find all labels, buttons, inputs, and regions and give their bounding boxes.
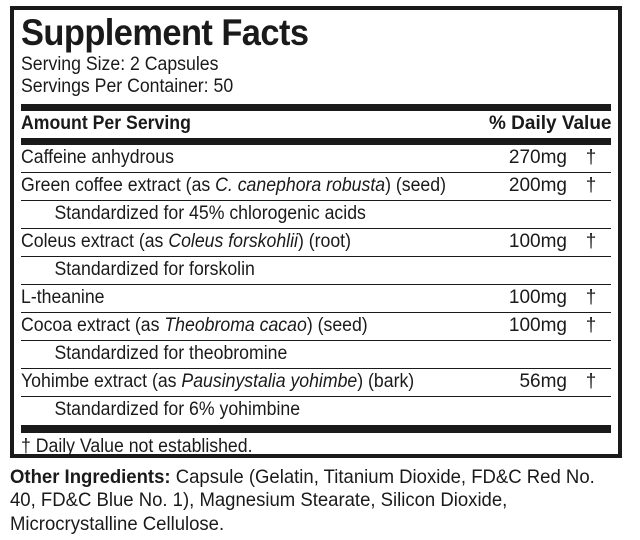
ingredient-daily-value: † [571,283,611,313]
ingredient-name-cell: Caffeine anhydrous [21,145,489,173]
standardization-amount-spacer [489,395,571,424]
ingredient-amount: 100mg [489,283,571,313]
other-ingredients-text: Capsule (Gelatin, Titanium Dioxide, FD&C… [10,466,595,535]
standardization-text: Standardized for 45% chlorogenic acids [54,203,366,225]
ingredient-amount: 56mg [489,367,571,397]
standardization-text: Standardized for forskolin [54,259,255,281]
table-row: Yohimbe extract (as Pausinystalia yohimb… [21,367,611,397]
ingredient-name: Cocoa extract (as Theobroma cacao) (seed… [21,315,368,337]
botanical-name: Pausinystalia yohimbe [181,371,358,393]
ingredient-amount: 270mg [508,147,567,169]
header-daily-value: % Daily Value [488,112,612,134]
table-header-row: Amount Per Serving % Daily Value [21,111,612,138]
header-amount-per-serving: Amount Per Serving [21,112,191,134]
header-daily-value-cell: % Daily Value [488,111,612,138]
standardization-amount-spacer [489,255,571,285]
table-row: Coleus extract (as Coleus forskohlii) (r… [21,227,611,257]
ingredient-name: Caffeine anhydrous [21,147,174,169]
rule-above-footnote [21,424,611,433]
table-row: L-theanine 100mg † [21,283,611,313]
botanical-name: Coleus forskohlii [168,231,298,253]
ingredient-name: Coleus extract (as Coleus forskohlii) (r… [21,231,351,253]
standardization-cell: Standardized for 45% chlorogenic acids [21,199,489,229]
standardization-amount-spacer [489,339,571,369]
ingredient-amount: 100mg [489,311,571,341]
standardization-dv-spacer [571,199,611,229]
ingredient-name: L-theanine [21,287,105,309]
standardization-amount-spacer [489,199,571,229]
table-row: Green coffee extract (as C. canephora ro… [21,171,611,201]
table-row: Caffeine anhydrous 270mg † [21,145,611,173]
facts-panel: Supplement Facts Serving Size: 2 Capsule… [10,6,622,458]
standardization-dv-spacer [571,395,611,424]
ingredient-name-cell: Yohimbe extract (as Pausinystalia yohimb… [21,367,489,397]
ingredient-daily-value: † [571,311,611,341]
ingredient-daily-value: † [571,227,611,257]
ingredient-daily-value: † [571,367,611,397]
table-row: Cocoa extract (as Theobroma cacao) (seed… [21,311,611,341]
ingredient-amount: 200mg [489,171,571,201]
page-title: Supplement Facts [21,12,309,53]
ingredient-name-cell: Coleus extract (as Coleus forskohlii) (r… [21,227,489,257]
ingredient-name-cell: Green coffee extract (as C. canephora ro… [21,171,489,201]
rule-above-header [21,103,611,111]
standardization-cell: Standardized for theobromine [21,339,489,369]
standardization-text: Standardized for theobromine [54,343,288,365]
standardization-cell: Standardized for forskolin [21,255,489,285]
botanical-name: C. canephora robusta [215,175,386,197]
other-ingredients-label: Other Ingredients: [10,466,171,488]
rule-below-header [21,137,611,145]
serving-info: Serving Size: 2 Capsules Servings Per Co… [21,54,611,98]
servings-per-container: Servings Per Container: 50 [21,76,234,98]
ingredient-name: Green coffee extract (as C. canephora ro… [21,175,446,197]
header-amount-per-serving-cell: Amount Per Serving [21,111,489,138]
botanical-name: Theobroma cacao [164,315,307,337]
table-subrow: Standardized for 6% yohimbine [21,395,611,424]
nutrition-table: Amount Per Serving % Daily Value [21,111,612,138]
ingredient-name: Yohimbe extract (as Pausinystalia yohimb… [21,371,415,393]
ingredient-name-cell: Cocoa extract (as Theobroma cacao) (seed… [21,311,489,341]
ingredients-table: Caffeine anhydrous 270mg † Green coffee ext… [21,145,611,424]
serving-size: Serving Size: 2 Capsules [21,54,219,76]
table-subrow: Standardized for forskolin [21,255,611,285]
daily-value-footnote: † Daily Value not established. [21,435,253,457]
table-subrow: Standardized for theobromine [21,339,611,369]
standardization-dv-spacer [571,255,611,285]
ingredient-name-cell: L-theanine [21,283,489,313]
standardization-cell: Standardized for 6% yohimbine [21,395,489,424]
ingredient-daily-value: † [571,171,611,201]
ingredient-daily-value: † [585,147,597,169]
ingredient-amount: 100mg [489,227,571,257]
table-subrow: Standardized for 45% chlorogenic acids [21,199,611,229]
standardization-dv-spacer [571,339,611,369]
other-ingredients: Other Ingredients: Capsule (Gelatin, Tit… [10,466,597,536]
standardization-text: Standardized for 6% yohimbine [54,399,301,421]
